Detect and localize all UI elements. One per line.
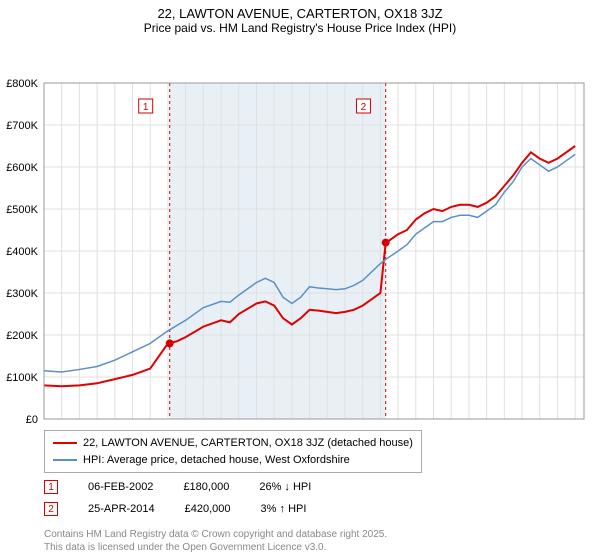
legend-label: HPI: Average price, detached house, West… [83, 452, 350, 469]
marker-price: £420,000 [185, 503, 231, 515]
legend-row: 22, LAWTON AVENUE, CARTERTON, OX18 3JZ (… [53, 435, 413, 452]
svg-text:£400K: £400K [6, 246, 38, 258]
marker-price: £180,000 [183, 481, 229, 493]
marker-badge: 2 [44, 502, 58, 516]
svg-text:£600K: £600K [6, 162, 38, 174]
marker-detail-row: 2 25-APR-2014 £420,000 3% ↑ HPI [44, 502, 306, 516]
svg-text:£700K: £700K [6, 120, 38, 132]
svg-text:1: 1 [143, 102, 149, 113]
price-chart: £0 £100K £200K £300K £400K £500K £600K £700K £80… [0, 39, 600, 429]
svg-text:£300K: £300K [6, 288, 38, 300]
marker-date: 25-APR-2014 [88, 503, 155, 515]
legend-row: HPI: Average price, detached house, West… [53, 452, 413, 469]
chart-title: 22, LAWTON AVENUE, CARTERTON, OX18 3JZ [0, 0, 600, 21]
marker-date: 06-FEB-2002 [88, 481, 153, 493]
marker-detail-row: 1 06-FEB-2002 £180,000 26% ↓ HPI [44, 480, 311, 494]
legend-swatch-hpi [53, 459, 77, 461]
svg-text:2: 2 [361, 102, 367, 113]
marker-pct: 26% ↓ HPI [259, 481, 311, 493]
svg-text:£500K: £500K [6, 204, 38, 216]
chart-subtitle: Price paid vs. HM Land Registry's House … [0, 21, 600, 39]
legend-label: 22, LAWTON AVENUE, CARTERTON, OX18 3JZ (… [83, 435, 413, 452]
svg-text:£100K: £100K [6, 372, 38, 384]
legend-swatch-price [53, 442, 77, 444]
footer-attribution: Contains HM Land Registry data © Crown c… [44, 528, 387, 554]
legend: 22, LAWTON AVENUE, CARTERTON, OX18 3JZ (… [44, 430, 422, 473]
marker-pct: 3% ↑ HPI [261, 503, 307, 515]
svg-text:£0: £0 [26, 414, 38, 426]
marker-badge: 1 [44, 480, 58, 494]
svg-text:£200K: £200K [6, 330, 38, 342]
svg-text:£800K: £800K [6, 78, 38, 90]
